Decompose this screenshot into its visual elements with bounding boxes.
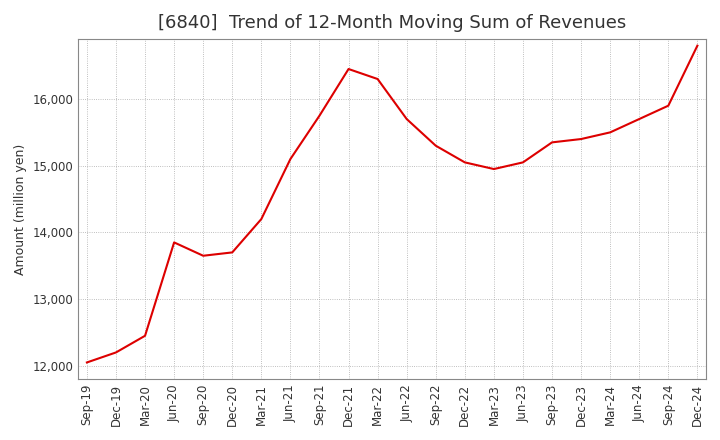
Title: [6840]  Trend of 12-Month Moving Sum of Revenues: [6840] Trend of 12-Month Moving Sum of R… xyxy=(158,14,626,32)
Y-axis label: Amount (million yen): Amount (million yen) xyxy=(14,143,27,275)
